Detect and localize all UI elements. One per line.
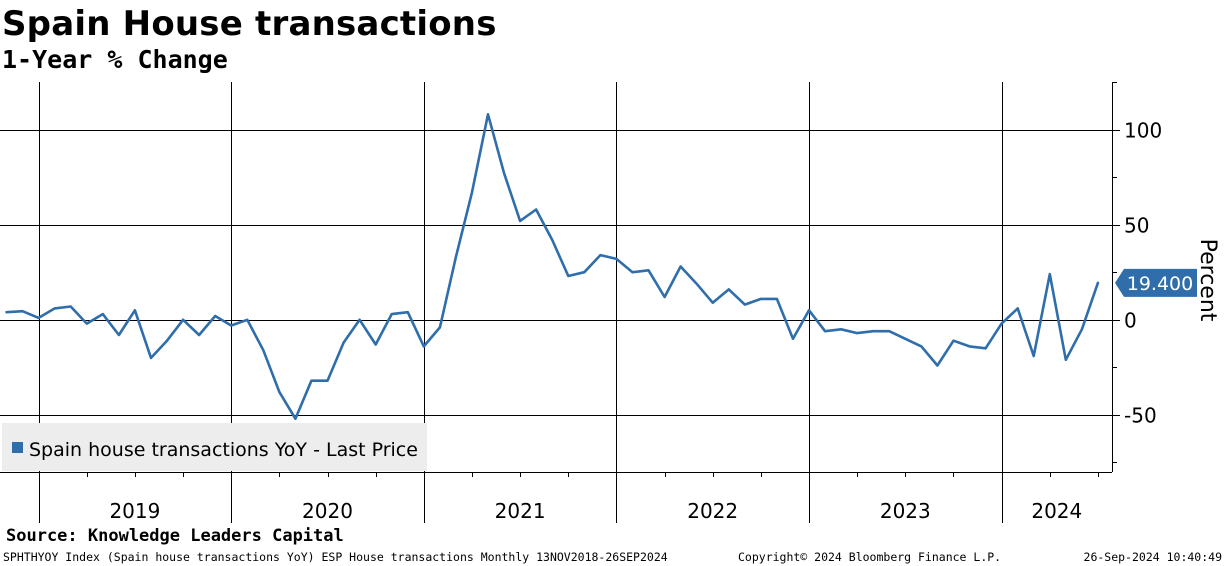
x-tick-label: 2021 <box>495 499 546 523</box>
x-tick-label: 2024 <box>1031 499 1082 523</box>
series-layer <box>5 113 1100 421</box>
source-note: Source: Knowledge Leaders Capital <box>6 526 344 546</box>
y-tick-label: -50 <box>1124 404 1157 428</box>
footer-copyright: Copyright© 2024 Bloomberg Finance L.P. <box>738 550 1002 564</box>
x-tick-label: 2019 <box>109 499 160 523</box>
legend-swatch <box>12 442 23 453</box>
last-value-flag: 19.400 <box>1115 268 1197 297</box>
y-axis-label: Percent <box>1195 239 1220 322</box>
chart-title: Spain House transactions <box>2 4 497 44</box>
legend-background <box>2 423 427 471</box>
series-line <box>5 113 1100 421</box>
axes: -50 0 50 100 2019 2020 2021 2022 2023 2024 19.400 <box>0 82 1197 523</box>
x-tick-label: 2020 <box>302 499 353 523</box>
legend[interactable]: Spain house transactions YoY - Last Pric… <box>2 423 427 471</box>
x-tick-label: 2022 <box>687 499 738 523</box>
y-tick-label: 0 <box>1124 309 1137 333</box>
chart-subtitle: 1-Year % Change <box>2 45 228 74</box>
footer-timestamp: 26-Sep-2024 10:40:49 <box>1083 550 1222 564</box>
last-value-flag-bg <box>1115 268 1197 297</box>
x-tick-label: 2023 <box>880 499 931 523</box>
last-value-label: 19.400 <box>1127 273 1193 295</box>
legend-label: Spain house transactions YoY - Last Pric… <box>29 439 418 461</box>
y-tick-label: 100 <box>1124 119 1162 143</box>
y-tick-label: 50 <box>1124 214 1149 238</box>
footer-index-info: SPHTHYOY Index (Spain house transactions… <box>3 550 668 564</box>
